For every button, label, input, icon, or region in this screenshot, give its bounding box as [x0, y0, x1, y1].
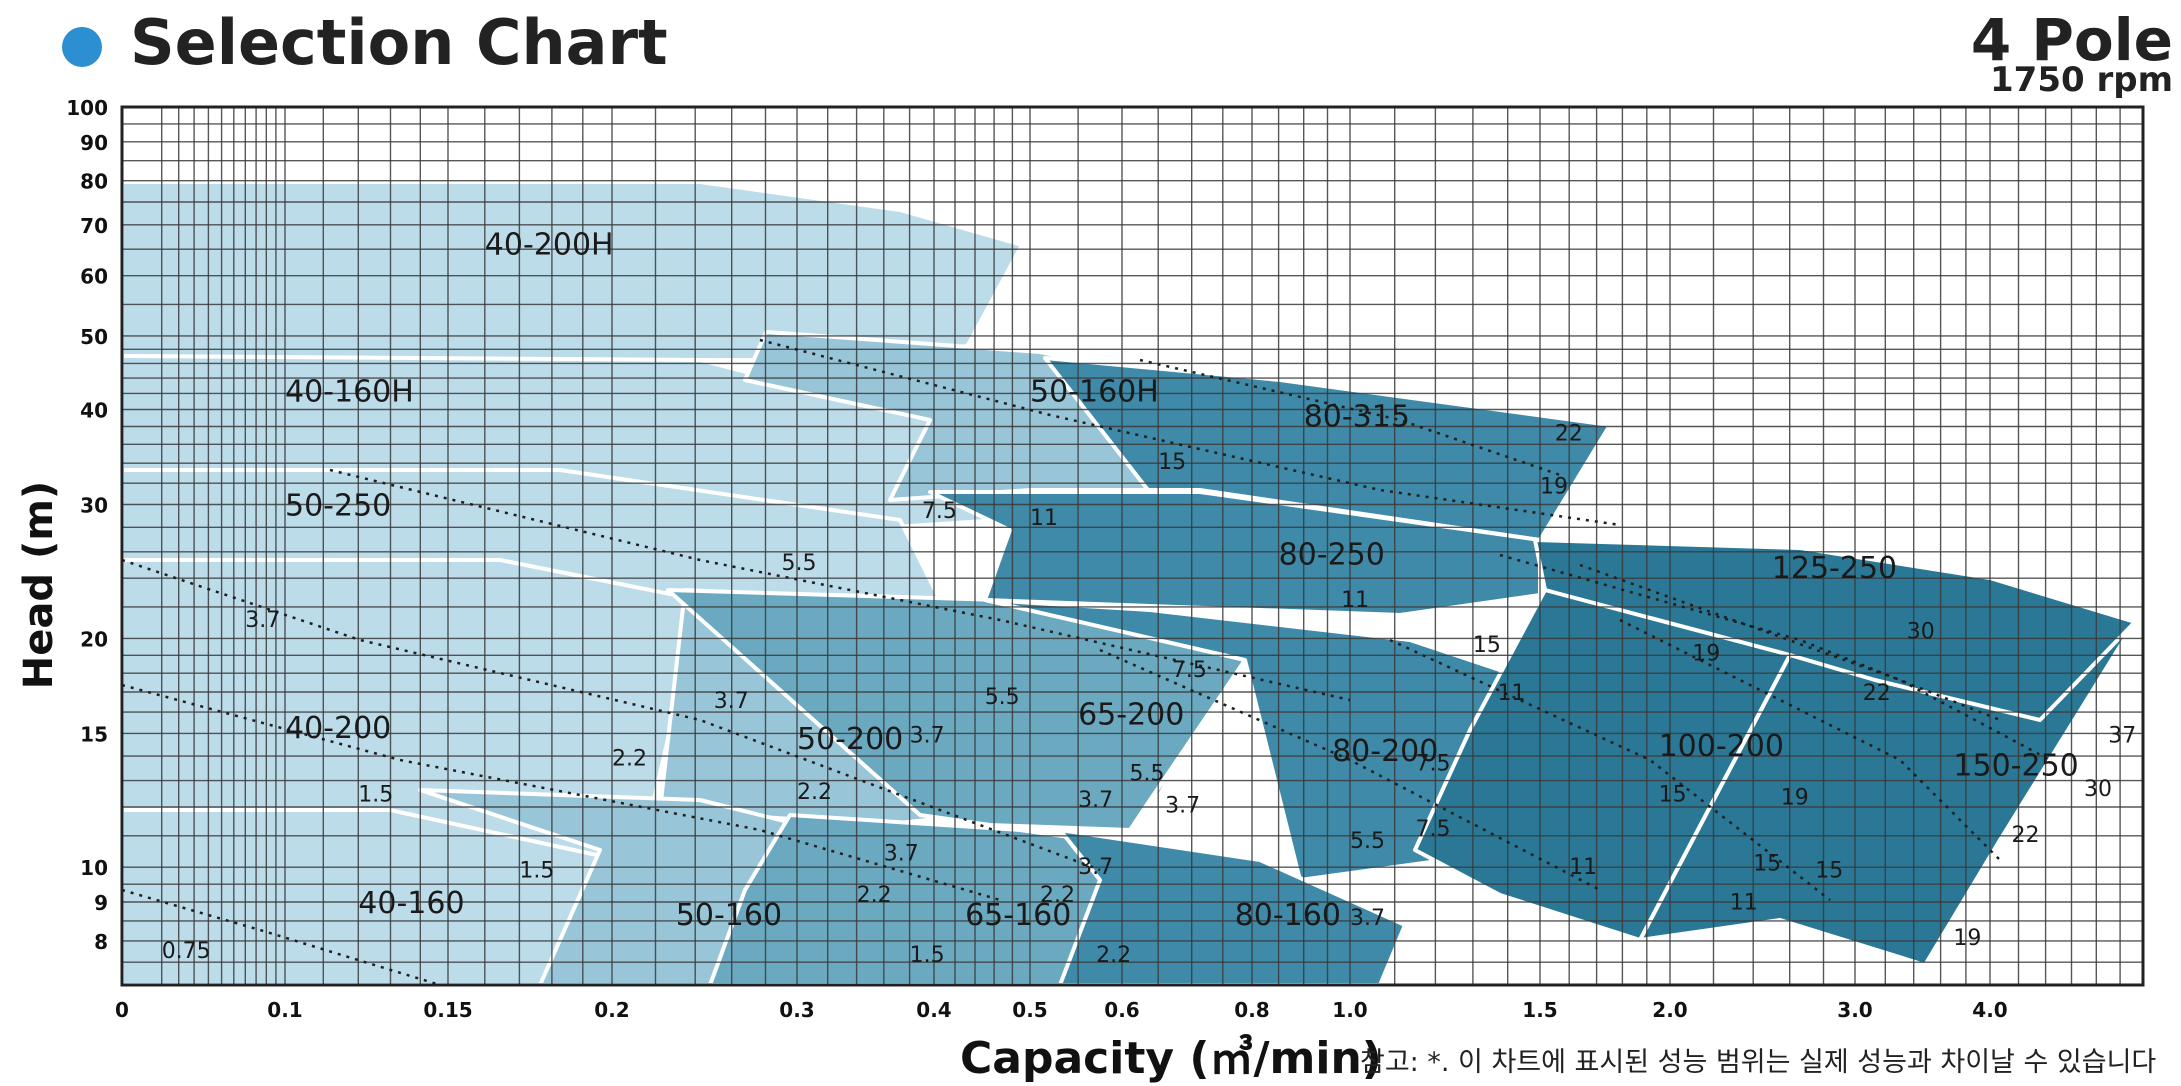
region-label: 150-250	[1953, 749, 2078, 784]
motor-kw-label: 1.5	[910, 943, 945, 968]
motor-kw-label: 3.7	[714, 689, 749, 714]
motor-kw-label: 15	[1815, 858, 1843, 883]
motor-kw-label: 11	[1730, 890, 1758, 915]
motor-kw-label: 11	[1030, 506, 1058, 531]
motor-kw-label: 15	[1659, 783, 1687, 808]
y-tick-label: 9	[94, 891, 108, 915]
x-tick-label: 1.0	[1332, 998, 1367, 1022]
y-tick-label: 80	[80, 170, 108, 194]
motor-kw-label: 3.7	[245, 608, 280, 633]
y-tick-label: 40	[80, 399, 108, 423]
y-tick-label: 50	[80, 325, 108, 349]
region-label: 50-200	[797, 722, 903, 757]
motor-kw-label: 15	[1158, 450, 1186, 475]
region-label: 80-160	[1235, 898, 1341, 933]
x-tick-label: 0.8	[1234, 998, 1269, 1022]
region-label: 65-200	[1078, 698, 1184, 733]
y-tick-label: 20	[80, 627, 108, 651]
motor-kw-label: 30	[2084, 777, 2112, 802]
motor-kw-label: 19	[1540, 475, 1568, 500]
x-tick-label: 0.15	[423, 998, 472, 1022]
x-tick-label: 0	[115, 998, 129, 1022]
motor-kw-label: 30	[1907, 619, 1935, 644]
motor-kw-label: 11	[1341, 588, 1369, 613]
x-tick-label: 4.0	[1972, 998, 2007, 1022]
motor-kw-label: 11	[1498, 681, 1526, 706]
region-label: 80-315	[1304, 400, 1410, 435]
motor-kw-label: 2.2	[857, 883, 892, 908]
motor-kw-label: 2.2	[1040, 883, 1075, 908]
motor-kw-label: 5.5	[782, 551, 817, 576]
pump-region-40-200H	[122, 182, 1022, 360]
motor-kw-label: 3.7	[1078, 788, 1113, 813]
region-label: 80-250	[1279, 538, 1385, 573]
y-tick-label: 10	[80, 856, 108, 880]
region-label: 40-160H	[285, 374, 414, 409]
motor-kw-label: 19	[1692, 642, 1720, 667]
motor-kw-label: 15	[1753, 852, 1781, 877]
x-tick-label: 1.5	[1522, 998, 1557, 1022]
x-tick-label: 0.5	[1012, 998, 1047, 1022]
motor-kw-label: 5.5	[985, 685, 1020, 710]
region-label: 50-160	[676, 898, 782, 933]
y-tick-label: 15	[80, 722, 108, 746]
motor-kw-label: 37	[2108, 723, 2136, 748]
x-tick-label: 2.0	[1652, 998, 1687, 1022]
region-label: 50-160H	[1030, 374, 1159, 409]
motor-kw-label: 7.5	[1416, 817, 1451, 842]
y-tick-label: 30	[80, 494, 108, 518]
motor-kw-label: 7.5	[1416, 752, 1451, 777]
motor-kw-label: 22	[1555, 422, 1583, 447]
motor-kw-label: 3.7	[910, 723, 945, 748]
motor-kw-label: 11	[1569, 855, 1597, 880]
y-tick-label: 8	[94, 930, 108, 954]
motor-kw-label: 2.2	[797, 780, 832, 805]
motor-kw-label: 7.5	[1172, 658, 1207, 683]
motor-kw-label: 0.75	[162, 939, 211, 964]
region-label: 40-160	[358, 886, 464, 921]
x-axis-label: Capacity (㎥/min)	[960, 1022, 1382, 1086]
region-label: 100-200	[1659, 729, 1784, 764]
motor-kw-label: 19	[1781, 785, 1809, 810]
footnote: 참고: *. 이 차트에 표시된 성능 범위는 실제 성능과 차이날 수 있습니…	[1360, 1040, 2156, 1079]
motor-kw-label: 22	[2012, 823, 2040, 848]
x-tick-label: 3.0	[1837, 998, 1872, 1022]
x-tick-label: 0.3	[779, 998, 814, 1022]
motor-kw-label: 3.7	[1350, 906, 1385, 931]
region-label: 125-250	[1772, 551, 1897, 586]
motor-kw-label: 1.5	[519, 858, 554, 883]
y-tick-label: 60	[80, 265, 108, 289]
motor-kw-label: 19	[1953, 926, 1981, 951]
motor-kw-label: 2.2	[1096, 943, 1131, 968]
y-tick-label: 70	[80, 214, 108, 238]
y-tick-label: 90	[80, 131, 108, 155]
motor-kw-label: 22	[1863, 681, 1891, 706]
x-tick-label: 0.1	[267, 998, 302, 1022]
region-label: 40-200	[285, 711, 391, 746]
motor-kw-label: 7.5	[922, 499, 957, 524]
region-label: 50-250	[285, 489, 391, 524]
motor-kw-label: 3.7	[1165, 794, 1200, 819]
y-axis-label: Head (m)	[16, 481, 62, 689]
motor-kw-label: 3.7	[884, 842, 919, 867]
region-label: 40-200H	[485, 227, 614, 262]
motor-kw-label: 3.7	[1078, 855, 1113, 880]
x-tick-label: 0.6	[1104, 998, 1139, 1022]
motor-kw-label: 5.5	[1130, 762, 1165, 787]
y-tick-label: 100	[66, 96, 108, 120]
motor-kw-label: 15	[1473, 633, 1501, 658]
motor-kw-label: 5.5	[1350, 829, 1385, 854]
x-tick-label: 0.2	[594, 998, 629, 1022]
motor-kw-label: 1.5	[358, 783, 393, 808]
x-tick-label: 0.4	[916, 998, 951, 1022]
motor-kw-label: 2.2	[612, 747, 647, 772]
